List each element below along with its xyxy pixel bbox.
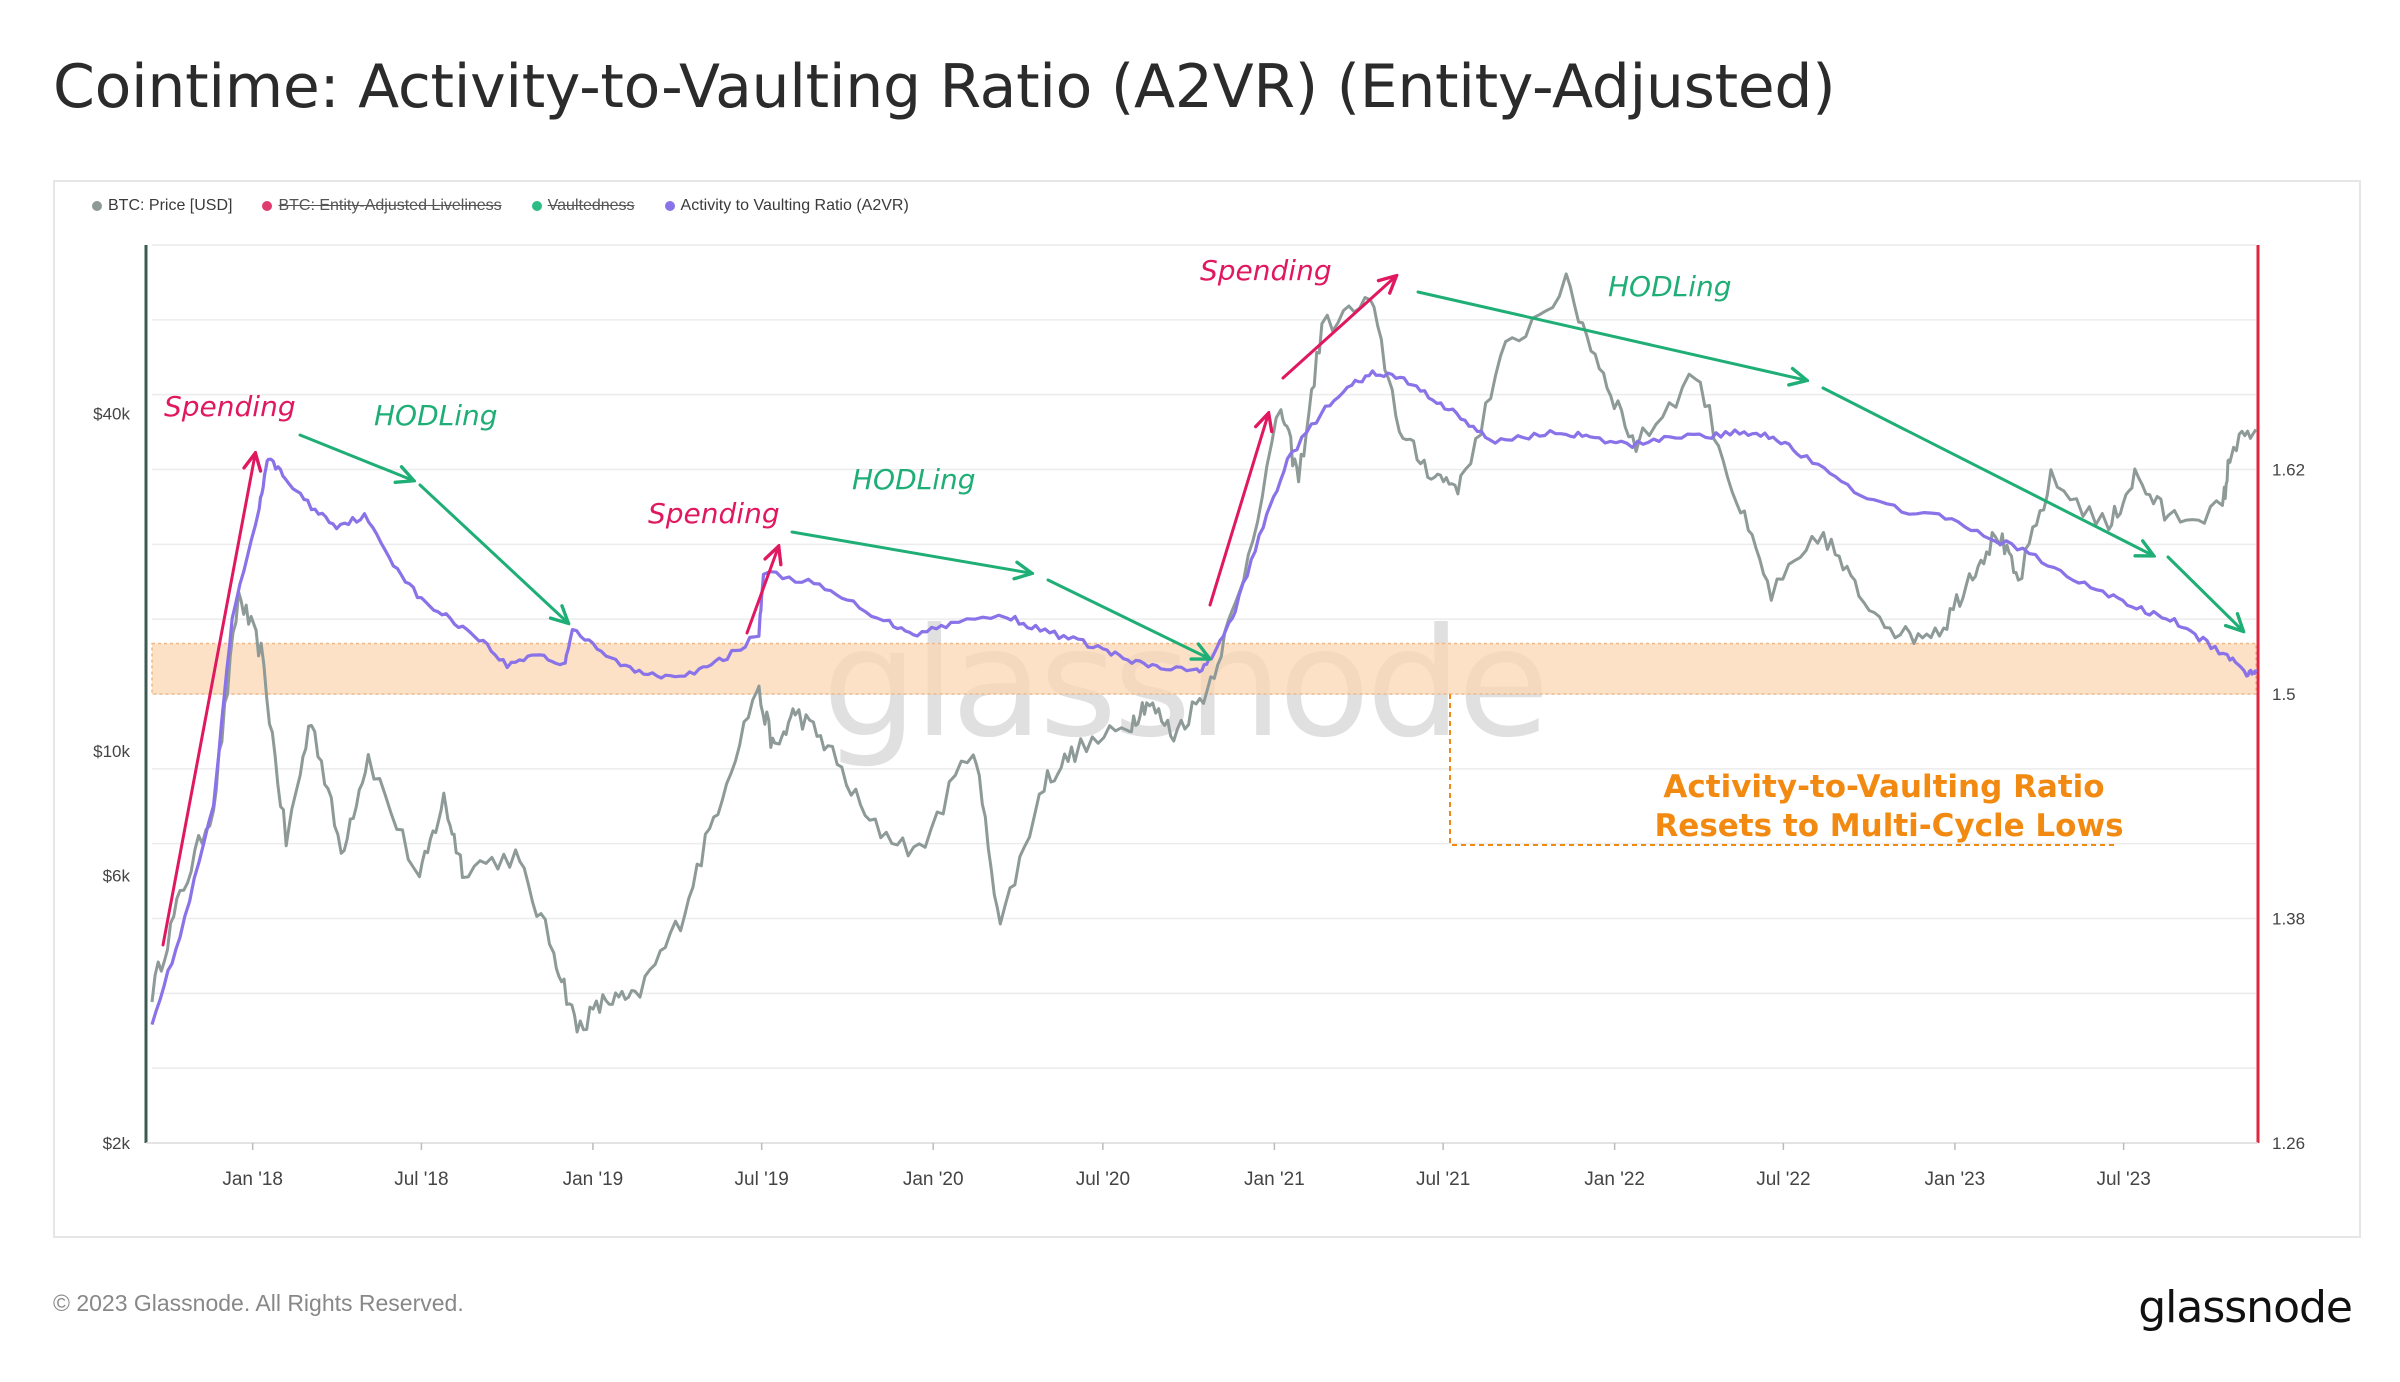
y-right-tick-label: 1.38 xyxy=(2272,910,2305,929)
a2vr-line xyxy=(150,369,2258,1026)
legend-item-vaultedness[interactable]: Vaultedness xyxy=(531,197,635,215)
spending-arrow xyxy=(745,548,778,635)
legend-item-liveliness[interactable]: BTC: Entity-Adjusted Liveliness xyxy=(262,197,502,215)
spending-label: Spending xyxy=(1200,254,1332,287)
x-tick-label: Jul '21 xyxy=(1416,1169,1470,1190)
legend-label: Activity to Vaulting Ratio (A2VR) xyxy=(680,197,909,214)
hodling-label: HODLing xyxy=(852,463,976,496)
chart-legend: BTC: Price [USD] BTC: Entity-Adjusted Li… xyxy=(92,194,909,218)
x-tick-label: Jul '19 xyxy=(735,1169,789,1190)
x-tick-label: Jan '21 xyxy=(1244,1169,1305,1190)
hodling-arrow xyxy=(418,483,567,622)
y-right-tick-label: 1.62 xyxy=(2272,461,2305,480)
hodling-label: HODLing xyxy=(374,399,498,432)
x-tick-label: Jul '20 xyxy=(1076,1169,1130,1190)
btc-price-line xyxy=(150,272,2258,1034)
hodling-arrow xyxy=(1416,290,1805,380)
hodling-arrow xyxy=(2166,555,2242,630)
hodling-arrow xyxy=(790,530,1030,573)
legend-item-btc-price[interactable]: BTC: Price [USD] xyxy=(92,197,232,215)
chart-panel xyxy=(53,180,2361,1238)
spending-label: Spending xyxy=(648,497,780,530)
spending-arrow xyxy=(1208,415,1268,607)
hodling-arrow xyxy=(298,433,412,480)
x-tick-label: Jul '22 xyxy=(1756,1169,1810,1190)
callout-connector xyxy=(1449,694,2117,846)
legend-dot-icon xyxy=(664,201,675,211)
legend-dot-icon xyxy=(92,201,102,211)
y-left-tick-label: $40k xyxy=(93,405,130,424)
spending-label: Spending xyxy=(164,390,296,423)
y-right-tick-label: 1.26 xyxy=(2272,1134,2305,1153)
x-tick-label: Jan '22 xyxy=(1584,1169,1645,1190)
x-tick-label: Jan '19 xyxy=(563,1169,624,1190)
callout-text-line1: Activity-to-Vaulting Ratio xyxy=(1663,769,2104,805)
hodling-label: HODLing xyxy=(1608,270,1732,303)
x-tick-label: Jul '18 xyxy=(394,1169,448,1190)
glassnode-logo: glassnode xyxy=(2138,1282,2353,1333)
hodling-arrow xyxy=(1821,386,2152,555)
legend-label: BTC: Price [USD] xyxy=(108,197,233,214)
y-left-tick-label: $10k xyxy=(93,742,130,761)
legend-label: Vaultedness xyxy=(547,197,635,214)
legend-item-a2vr[interactable]: Activity to Vaulting Ratio (A2VR) xyxy=(664,197,909,215)
callout-text-line2: Resets to Multi-Cycle Lows xyxy=(1654,808,2123,844)
spending-arrow xyxy=(161,455,255,947)
legend-label: BTC: Entity-Adjusted Liveliness xyxy=(278,197,502,214)
spending-arrow xyxy=(1281,277,1395,380)
x-tick-label: Jan '18 xyxy=(222,1169,283,1190)
x-tick-label: Jan '23 xyxy=(1925,1169,1986,1190)
x-tick-label: Jul '23 xyxy=(2096,1169,2150,1190)
y-left-tick-label: $6k xyxy=(103,867,131,886)
y-right-tick-label: 1.5 xyxy=(2272,685,2296,704)
x-tick-label: Jan '20 xyxy=(903,1169,964,1190)
legend-dot-icon xyxy=(262,201,273,211)
hodling-arrow xyxy=(1046,578,1208,658)
copyright-text: © 2023 Glassnode. All Rights Reserved. xyxy=(53,1290,464,1316)
y-left-tick-label: $2k xyxy=(103,1134,131,1153)
page-title: Cointime: Activity-to-Vaulting Ratio (A2… xyxy=(53,52,1836,122)
legend-dot-icon xyxy=(531,201,542,211)
